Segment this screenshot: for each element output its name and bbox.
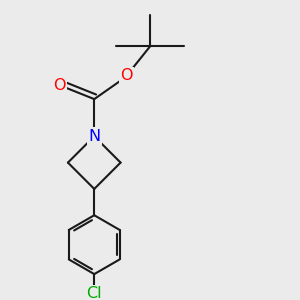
Text: O: O (53, 78, 66, 93)
Text: O: O (121, 68, 133, 83)
Text: N: N (88, 129, 100, 144)
Text: Cl: Cl (86, 286, 102, 300)
